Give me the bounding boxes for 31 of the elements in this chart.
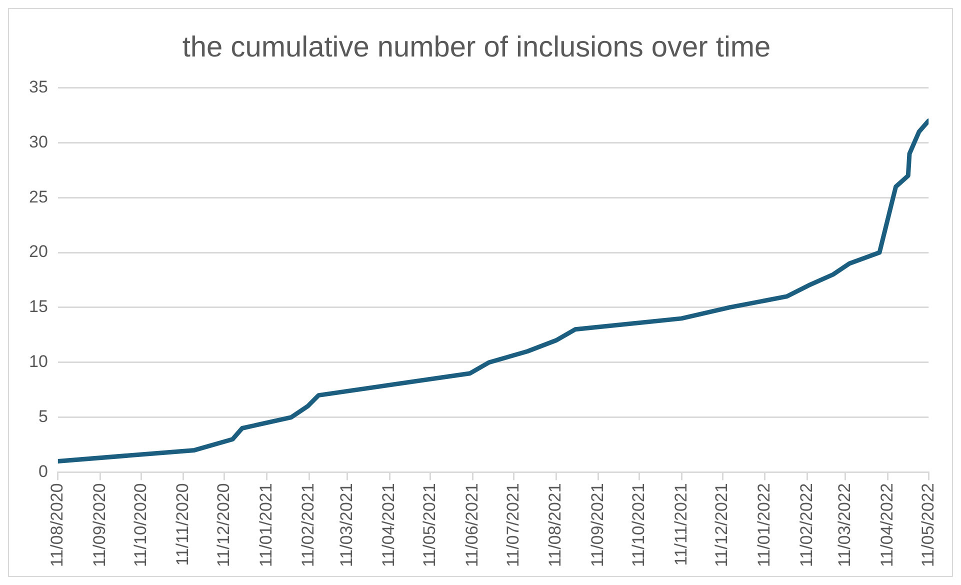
x-tick-label: 11/06/2021 xyxy=(462,483,482,568)
x-tick-label: 11/08/2021 xyxy=(546,483,565,568)
y-tick-label: 5 xyxy=(38,406,48,426)
x-tick-label: 11/02/2021 xyxy=(298,483,318,568)
chart-title: the cumulative number of inclusions over time xyxy=(182,31,771,64)
x-tick-label: 11/12/2020 xyxy=(214,483,234,568)
x-tick-label: 11/01/2021 xyxy=(256,483,276,568)
x-tick-label: 11/04/2022 xyxy=(877,483,896,568)
y-tick-label: 20 xyxy=(28,242,48,262)
x-tick-label: 11/03/2021 xyxy=(336,483,356,568)
x-tick-label: 11/07/2021 xyxy=(503,483,522,568)
y-tick-label: 30 xyxy=(28,132,48,152)
x-tick-label: 11/09/2021 xyxy=(588,483,608,568)
x-tick-label: 11/05/2021 xyxy=(420,483,440,568)
x-tick-label: 11/01/2022 xyxy=(754,483,774,568)
y-tick-label: 35 xyxy=(28,77,48,96)
x-tick-label: 11/11/2020 xyxy=(173,483,192,566)
y-tick-label: 10 xyxy=(28,352,48,372)
x-tick-label: 11/02/2022 xyxy=(796,483,816,568)
y-tick-label: 15 xyxy=(28,297,48,316)
x-tick-label: 11/05/2022 xyxy=(918,483,938,568)
x-tick-label: 11/04/2021 xyxy=(379,483,398,568)
x-tick-label: 11/12/2021 xyxy=(712,483,732,568)
y-tick-label: 25 xyxy=(28,187,48,206)
x-tick-label: 11/09/2020 xyxy=(90,483,109,568)
y-tick-label: 0 xyxy=(38,462,48,481)
x-tick-label: 11/03/2022 xyxy=(835,483,854,568)
x-tick-label: 11/11/2021 xyxy=(671,483,690,566)
x-tick-label: 11/10/2020 xyxy=(130,483,150,568)
x-tick-label: 11/10/2021 xyxy=(628,483,648,568)
x-tick-label: 11/08/2020 xyxy=(48,483,67,568)
